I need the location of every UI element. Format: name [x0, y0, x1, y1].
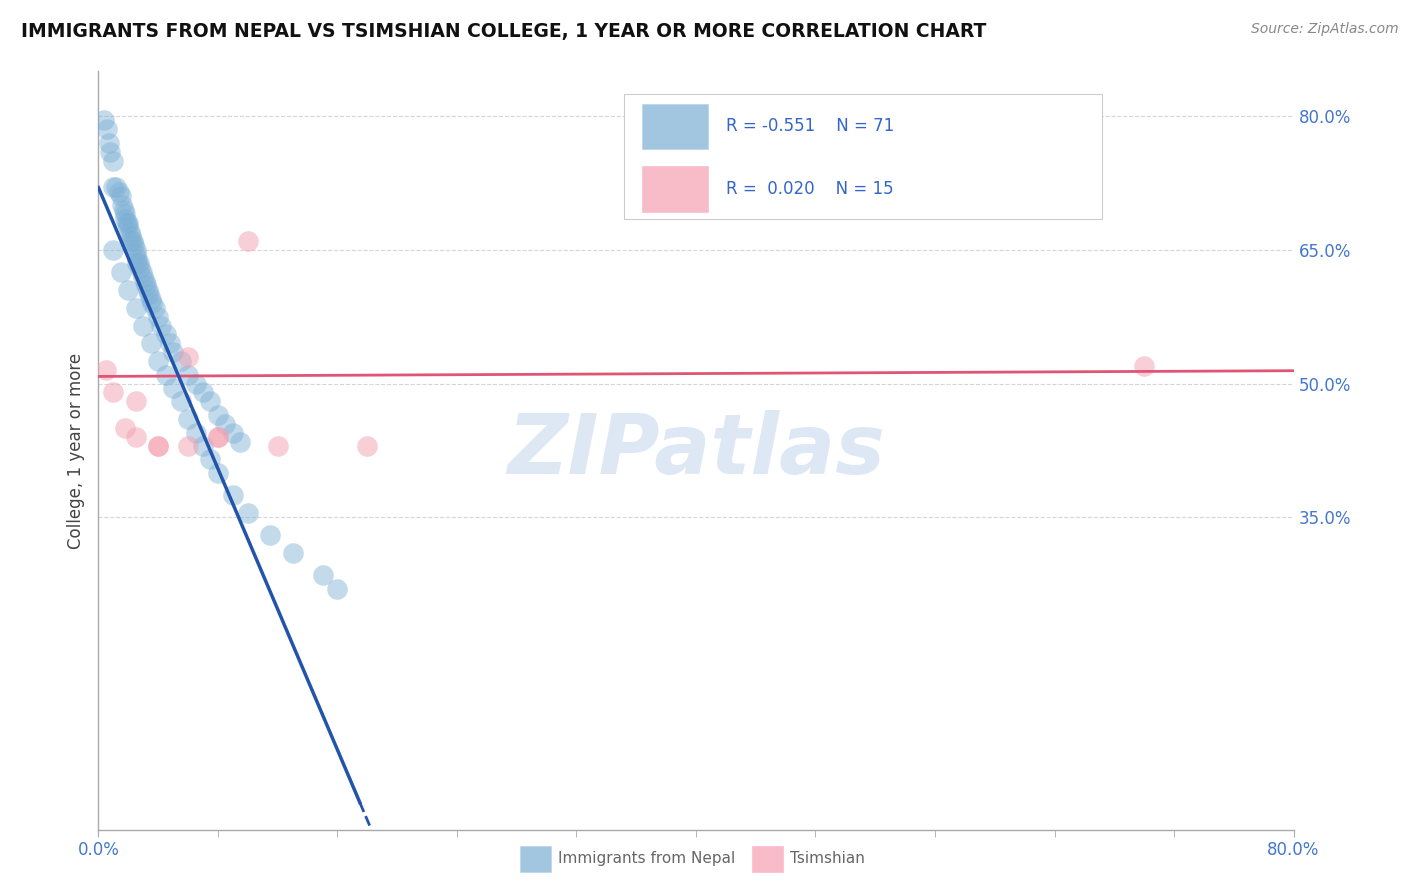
Point — [120, 229, 142, 244]
Point — [125, 243, 148, 257]
Point — [132, 318, 155, 333]
Point — [117, 220, 139, 235]
Point — [124, 238, 146, 252]
Text: R = -0.551    N = 71: R = -0.551 N = 71 — [725, 118, 894, 136]
Point — [1133, 359, 1156, 373]
Point — [125, 430, 148, 444]
Point — [128, 256, 150, 270]
Text: R =  0.020    N = 15: R = 0.020 N = 15 — [725, 180, 893, 198]
Point — [148, 310, 170, 324]
Point — [97, 136, 120, 150]
Point — [191, 439, 214, 453]
Point — [155, 368, 177, 382]
Point — [177, 412, 200, 426]
Point — [110, 265, 132, 279]
Point — [207, 408, 229, 422]
Point — [134, 274, 156, 288]
Point — [191, 385, 214, 400]
Point — [169, 354, 191, 368]
Point — [229, 434, 252, 449]
Text: Tsimshian: Tsimshian — [790, 852, 865, 866]
Point — [94, 363, 117, 377]
Y-axis label: College, 1 year or more: College, 1 year or more — [66, 352, 84, 549]
Point — [150, 318, 173, 333]
Point — [236, 506, 259, 520]
Point — [162, 381, 184, 395]
Point — [222, 425, 245, 440]
Point — [129, 260, 152, 275]
Point — [111, 198, 134, 212]
Point — [125, 301, 148, 315]
Point — [98, 145, 122, 159]
Point — [155, 327, 177, 342]
Bar — [643, 103, 709, 149]
Point — [236, 234, 259, 248]
Point — [112, 202, 135, 217]
Point — [103, 180, 125, 194]
Point — [159, 336, 181, 351]
Point — [148, 439, 170, 453]
Point — [177, 350, 200, 364]
Text: Source: ZipAtlas.com: Source: ZipAtlas.com — [1251, 22, 1399, 37]
Point — [117, 216, 139, 230]
Point — [105, 180, 128, 194]
Point — [326, 582, 349, 596]
Point — [127, 252, 149, 266]
Point — [259, 528, 281, 542]
Bar — [643, 166, 709, 211]
Point — [103, 153, 125, 168]
Point — [136, 283, 159, 297]
Point — [356, 439, 378, 453]
Point — [114, 207, 136, 221]
Point — [103, 385, 125, 400]
Point — [177, 439, 200, 453]
Point — [207, 430, 229, 444]
Point — [114, 421, 136, 435]
Point — [311, 568, 333, 582]
Point — [184, 425, 207, 440]
Point — [135, 278, 157, 293]
Point — [200, 452, 222, 467]
Point — [267, 439, 290, 453]
Point — [143, 301, 166, 315]
Point — [131, 265, 153, 279]
Point — [96, 122, 118, 136]
Point — [169, 394, 191, 409]
Point — [138, 287, 160, 301]
Point — [121, 234, 143, 248]
Point — [103, 243, 125, 257]
Point — [120, 234, 142, 248]
Point — [127, 256, 149, 270]
Point — [222, 488, 245, 502]
Text: ZIPatlas: ZIPatlas — [508, 410, 884, 491]
Point — [117, 283, 139, 297]
Point — [139, 292, 162, 306]
Point — [114, 211, 136, 226]
Point — [184, 376, 207, 391]
Point — [93, 113, 115, 128]
Point — [141, 296, 163, 310]
Point — [110, 189, 132, 203]
Point — [139, 336, 162, 351]
Point — [108, 185, 131, 199]
Point — [115, 216, 138, 230]
Point — [148, 439, 170, 453]
Point — [148, 354, 170, 368]
Point — [177, 368, 200, 382]
Point — [214, 417, 236, 431]
Point — [125, 394, 148, 409]
Text: IMMIGRANTS FROM NEPAL VS TSIMSHIAN COLLEGE, 1 YEAR OR MORE CORRELATION CHART: IMMIGRANTS FROM NEPAL VS TSIMSHIAN COLLE… — [21, 22, 987, 41]
Point — [207, 430, 229, 444]
Point — [162, 345, 184, 359]
Point — [281, 546, 304, 560]
Point — [132, 269, 155, 284]
Text: Immigrants from Nepal: Immigrants from Nepal — [558, 852, 735, 866]
Point — [118, 225, 141, 239]
Point — [125, 247, 148, 261]
Point — [200, 394, 222, 409]
Point — [207, 466, 229, 480]
FancyBboxPatch shape — [624, 95, 1102, 219]
